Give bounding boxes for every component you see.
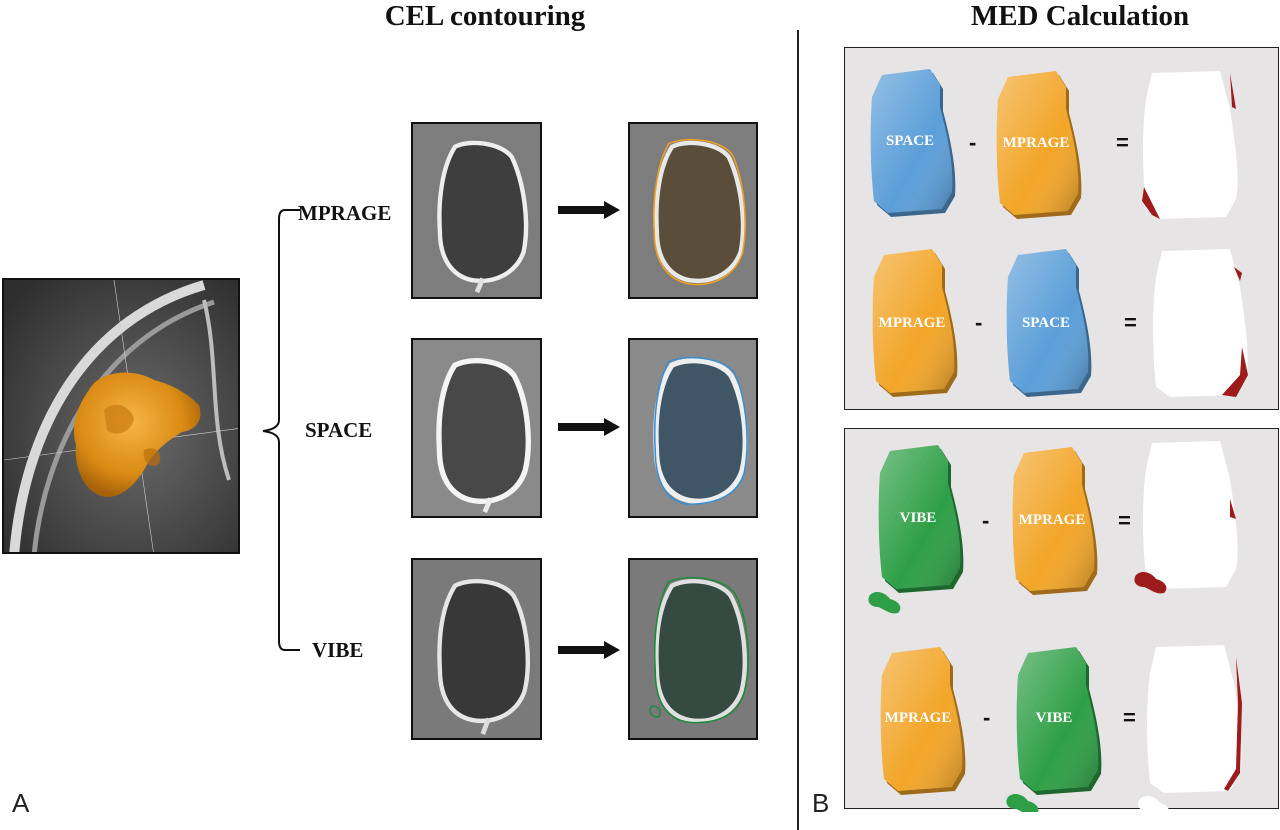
eq3-left-label: VIBE	[899, 510, 937, 526]
mri-contoured-space	[628, 338, 758, 518]
mri-raw-mprage	[411, 122, 542, 299]
eq1-left-shape	[870, 69, 956, 217]
arrow-vibe	[558, 641, 620, 659]
panel-divider	[797, 30, 799, 830]
eq1-right-label: MPRAGE	[1002, 135, 1070, 151]
eq2-left-shape	[872, 249, 958, 397]
eq4-result-shape	[1138, 645, 1242, 812]
sequence-label-mprage: MPRAGE	[298, 201, 392, 225]
eq4-right-shape	[1006, 647, 1102, 812]
contour-space	[653, 356, 748, 506]
sequence-label-vibe: VIBE	[312, 638, 364, 662]
eq4-right-label: VIBE	[1035, 710, 1073, 726]
eq3-equals: =	[1118, 508, 1131, 533]
eq3-right-shape	[1012, 447, 1098, 595]
brain-3d-render	[2, 278, 240, 554]
med-calculation-heading: MED Calculation	[970, 0, 1190, 32]
cel-contouring-heading: CEL contouring	[384, 0, 586, 32]
eq2-result-shape	[1153, 249, 1248, 397]
eq2-right-label: SPACE	[1021, 315, 1071, 331]
eq2-right-shape	[1006, 249, 1092, 397]
eq4-equals: =	[1123, 705, 1136, 730]
arrow-mprage	[558, 201, 620, 219]
panel-letter-a: A	[12, 788, 30, 818]
eq1-result-shape	[1142, 71, 1238, 219]
eq1-equals: =	[1116, 130, 1129, 155]
eq4-minus: -	[983, 705, 991, 730]
mri-raw-vibe	[411, 558, 542, 740]
eq1-left-label: SPACE	[885, 133, 935, 149]
sequence-label-space: SPACE	[305, 418, 373, 442]
contour-mprage	[653, 138, 746, 286]
eq3-result-blob	[1134, 572, 1167, 594]
sequence-bracket	[262, 209, 300, 651]
panel-letter-b: B	[812, 788, 830, 818]
mri-contoured-vibe	[628, 558, 758, 740]
eq1-minus: -	[969, 130, 977, 155]
eq3-minus: -	[982, 508, 990, 533]
eq3-left-shape	[868, 445, 964, 614]
eq3-result-shape	[1143, 441, 1238, 589]
mri-raw-space	[411, 338, 542, 518]
eq2-left-label: MPRAGE	[878, 315, 946, 331]
mri-contoured-mprage	[628, 122, 758, 299]
eq2-minus: -	[975, 310, 983, 335]
eq2-equals: =	[1124, 310, 1137, 335]
contour-vibe	[649, 576, 750, 724]
eq4-left-shape	[880, 647, 966, 795]
eq3-right-label: MPRAGE	[1018, 512, 1086, 528]
eq1-right-shape	[996, 71, 1082, 219]
arrow-space	[558, 418, 620, 436]
med-equations	[868, 69, 1248, 812]
eq4-left-label: MPRAGE	[884, 710, 952, 726]
